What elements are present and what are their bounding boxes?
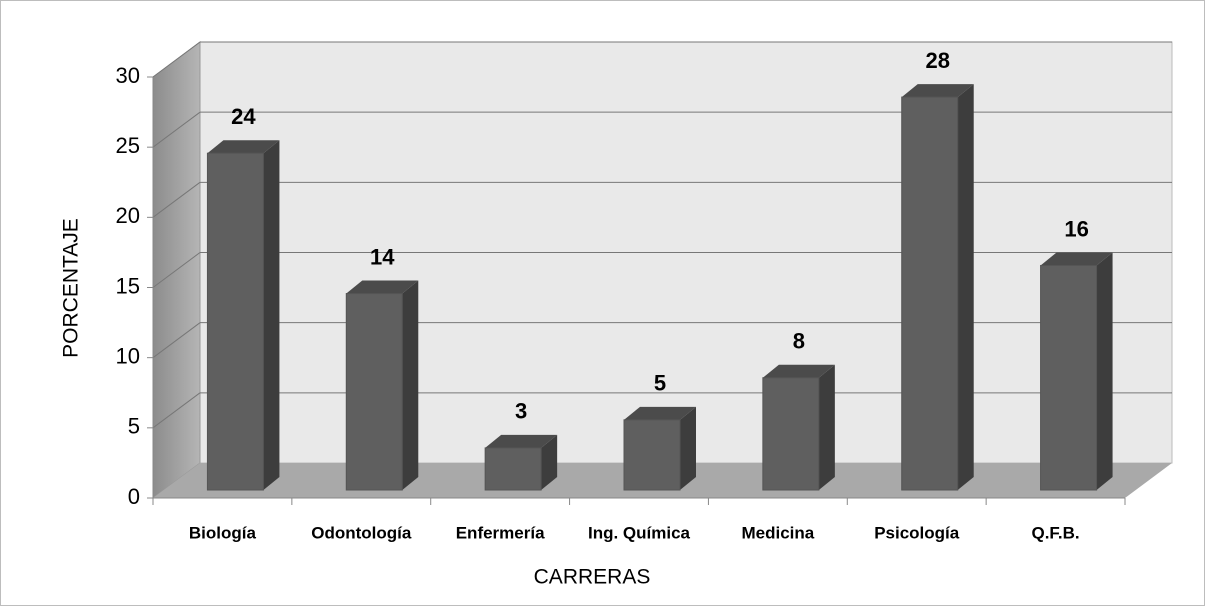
bar-top [1040,252,1113,266]
x-tick-label: Biología [189,523,257,542]
y-tick-label: 0 [128,484,140,509]
grid-line [152,181,201,218]
bar-side [1096,252,1113,490]
x-tick-label: Q.F.B. [1031,523,1079,542]
bar-side [818,364,835,490]
bar-side [680,406,696,490]
bar-top [762,364,835,378]
x-tick-label: Medicina [741,523,814,542]
bar-top [901,84,974,98]
bar-top [624,406,696,420]
y-tick-label: 30 [116,63,140,88]
bar-top [485,434,558,448]
y-tick-label: 10 [116,343,140,368]
data-label: 3 [515,399,527,424]
bar-top [346,280,419,294]
x-tick-label: Psicología [874,523,960,542]
bar [1040,264,1098,491]
bar [345,293,403,491]
data-label: 5 [654,371,666,396]
y-tick-label: 20 [116,203,140,228]
data-label: 8 [793,329,805,354]
y-axis-title: PORCENTAJE [60,218,83,358]
x-tick-label: Ing. Química [588,523,691,542]
data-label: 14 [370,244,395,269]
data-label: 16 [1064,216,1088,241]
bar-top [207,140,280,154]
bar [901,96,959,491]
data-label: 28 [925,48,949,73]
x-tick-label: Enfermería [456,523,545,542]
grid-line [152,392,201,429]
y-tick-label: 15 [116,273,140,298]
bar-side [263,140,280,490]
bar [206,152,264,491]
grid-line [152,322,201,359]
x-tick-label: Odontología [311,523,412,542]
grid-line [152,111,201,148]
grid-line [152,41,201,78]
bar [484,447,542,491]
bar [762,377,820,491]
bar [623,419,681,491]
bar-side [957,84,974,491]
data-label: 24 [231,104,256,129]
y-tick-label: 5 [128,414,140,439]
x-axis-title: CARRERAS [534,566,651,589]
grid-line [152,252,201,288]
y-tick-label: 25 [116,133,140,158]
bar-side [541,434,558,490]
bar-side [402,280,419,490]
